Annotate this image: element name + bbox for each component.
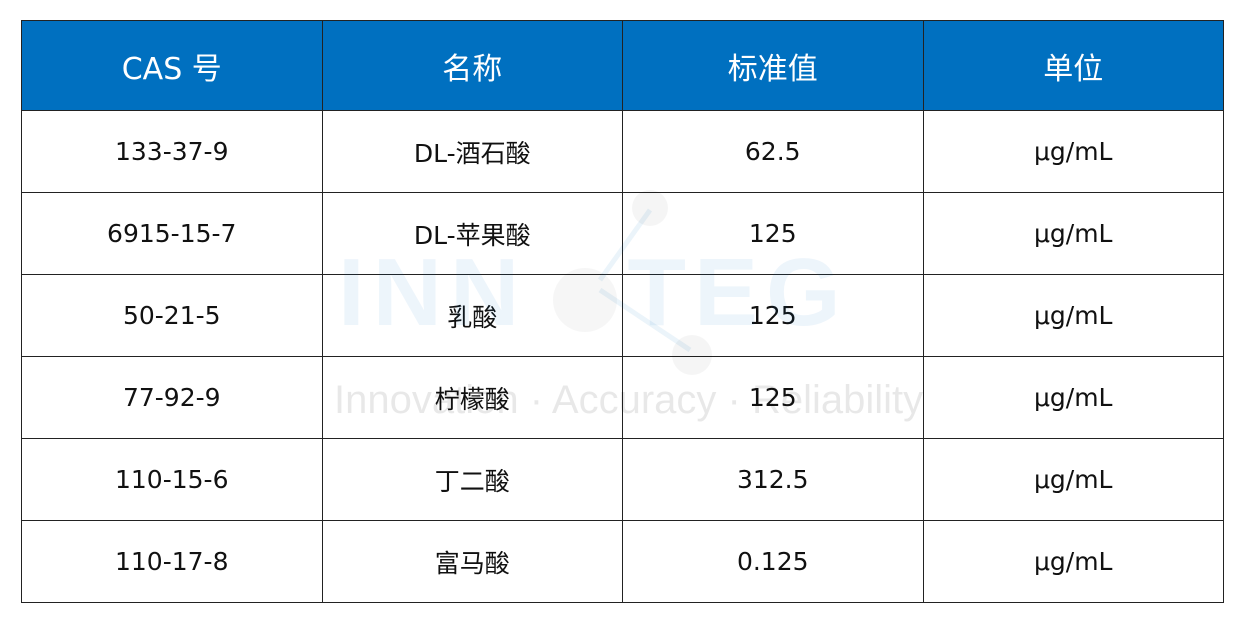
- name-cell: 乳酸: [321, 274, 623, 357]
- unit-cell: μg/mL: [922, 520, 1224, 603]
- table-row: 110-17-8 富马酸 0.125 μg/mL: [21, 520, 1224, 603]
- header-cas: CAS 号: [21, 20, 323, 111]
- cas-cell: 110-15-6: [21, 438, 323, 521]
- cas-cell: 77-92-9: [21, 356, 323, 439]
- unit-cell: μg/mL: [922, 110, 1224, 193]
- value-cell: 125: [622, 356, 924, 439]
- header-unit: 单位: [922, 20, 1224, 111]
- name-cell: 富马酸: [321, 520, 623, 603]
- value-cell: 312.5: [622, 438, 924, 521]
- name-cell: DL-苹果酸: [321, 192, 623, 275]
- unit-cell: μg/mL: [922, 356, 1224, 439]
- unit-cell: μg/mL: [922, 274, 1224, 357]
- cas-cell: 110-17-8: [21, 520, 323, 603]
- table-row: 133-37-9 DL-酒石酸 62.5 μg/mL: [21, 110, 1224, 193]
- value-cell: 125: [622, 274, 924, 357]
- cas-cell: 50-21-5: [21, 274, 323, 357]
- value-cell: 62.5: [622, 110, 924, 193]
- value-cell: 125: [622, 192, 924, 275]
- header-name: 名称: [321, 20, 623, 111]
- value-cell: 0.125: [622, 520, 924, 603]
- header-value: 标准值: [622, 20, 924, 111]
- table-row: 50-21-5 乳酸 125 μg/mL: [21, 274, 1224, 357]
- name-cell: DL-酒石酸: [321, 110, 623, 193]
- table-row: 110-15-6 丁二酸 312.5 μg/mL: [21, 438, 1224, 521]
- table-row: 6915-15-7 DL-苹果酸 125 μg/mL: [21, 192, 1224, 275]
- unit-cell: μg/mL: [922, 438, 1224, 521]
- header-row: CAS 号 名称 标准值 单位: [21, 20, 1224, 111]
- cas-cell: 6915-15-7: [21, 192, 323, 275]
- name-cell: 丁二酸: [321, 438, 623, 521]
- name-cell: 柠檬酸: [321, 356, 623, 439]
- cas-cell: 133-37-9: [21, 110, 323, 193]
- unit-cell: μg/mL: [922, 192, 1224, 275]
- table-row: 77-92-9 柠檬酸 125 μg/mL: [21, 356, 1224, 439]
- standards-table: CAS 号 名称 标准值 单位 133-37-9 DL-酒石酸 62.5 μg/mL 6…: [21, 20, 1224, 603]
